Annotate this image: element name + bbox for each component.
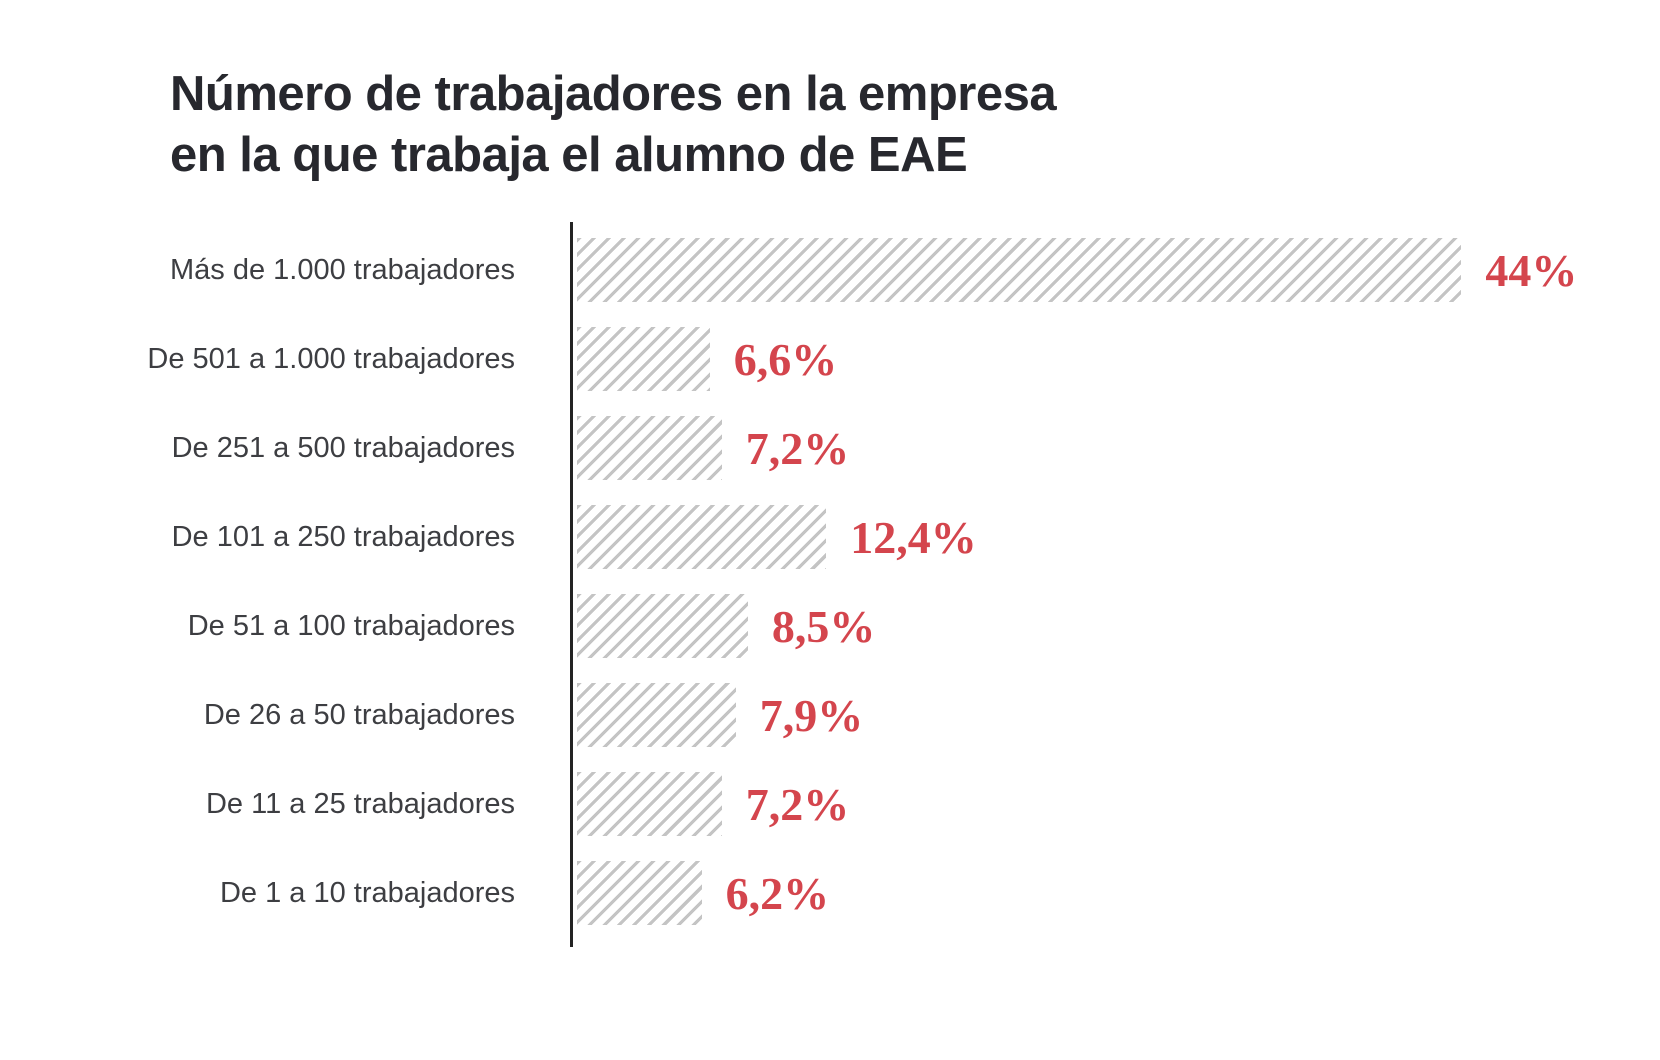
bar-row: De 251 a 500 trabajadores 7,2% [0, 416, 1660, 480]
category-label: De 1 a 10 trabajadores [219, 876, 515, 909]
hatched-bar [577, 594, 748, 658]
value-label: 6,2% [725, 867, 830, 919]
hatched-bar [577, 238, 1462, 302]
hatched-bar [577, 772, 722, 836]
hatched-bar [577, 683, 736, 747]
bar-row: Más de 1.000 trabajadores 44% [0, 238, 1660, 302]
bar-row: De 101 a 250 trabajadores 12,4% [0, 505, 1660, 569]
bar-row: De 26 a 50 trabajadores 7,9% [0, 683, 1660, 747]
bar-row: De 11 a 25 trabajadores 7,2% [0, 772, 1660, 836]
category-label: De 26 a 50 trabajadores [203, 698, 515, 731]
category-label: De 251 a 500 trabajadores [171, 431, 515, 464]
bar-row: De 501 a 1.000 trabajadores 6,6% [0, 327, 1660, 391]
value-label: 7,2% [745, 778, 850, 830]
hatched-bar [577, 505, 827, 569]
value-label: 7,9% [759, 689, 864, 741]
value-label: 44% [1485, 244, 1578, 296]
value-label: 7,2% [745, 422, 850, 474]
value-label: 6,6% [733, 333, 838, 385]
chart-title: Número de trabajadores en la empresa en … [170, 64, 1057, 186]
y-axis-line [570, 222, 573, 947]
hatched-bar [577, 861, 702, 925]
chart-title-line-1: Número de trabajadores en la empresa [170, 67, 1057, 121]
category-label: De 501 a 1.000 trabajadores [147, 342, 515, 375]
category-label: De 51 a 100 trabajadores [187, 609, 515, 642]
chart-title-line-2: en la que trabaja el alumno de EAE [170, 128, 968, 182]
bar-row: De 51 a 100 trabajadores 8,5% [0, 594, 1660, 658]
category-label: De 101 a 250 trabajadores [171, 520, 515, 553]
hatched-bar [577, 416, 722, 480]
value-label: 12,4% [850, 511, 977, 563]
category-label: De 11 a 25 trabajadores [205, 787, 515, 820]
hatched-bar [577, 327, 710, 391]
category-label: Más de 1.000 trabajadores [170, 253, 515, 286]
bar-row: De 1 a 10 trabajadores 6,2% [0, 861, 1660, 925]
value-label: 8,5% [771, 600, 876, 652]
